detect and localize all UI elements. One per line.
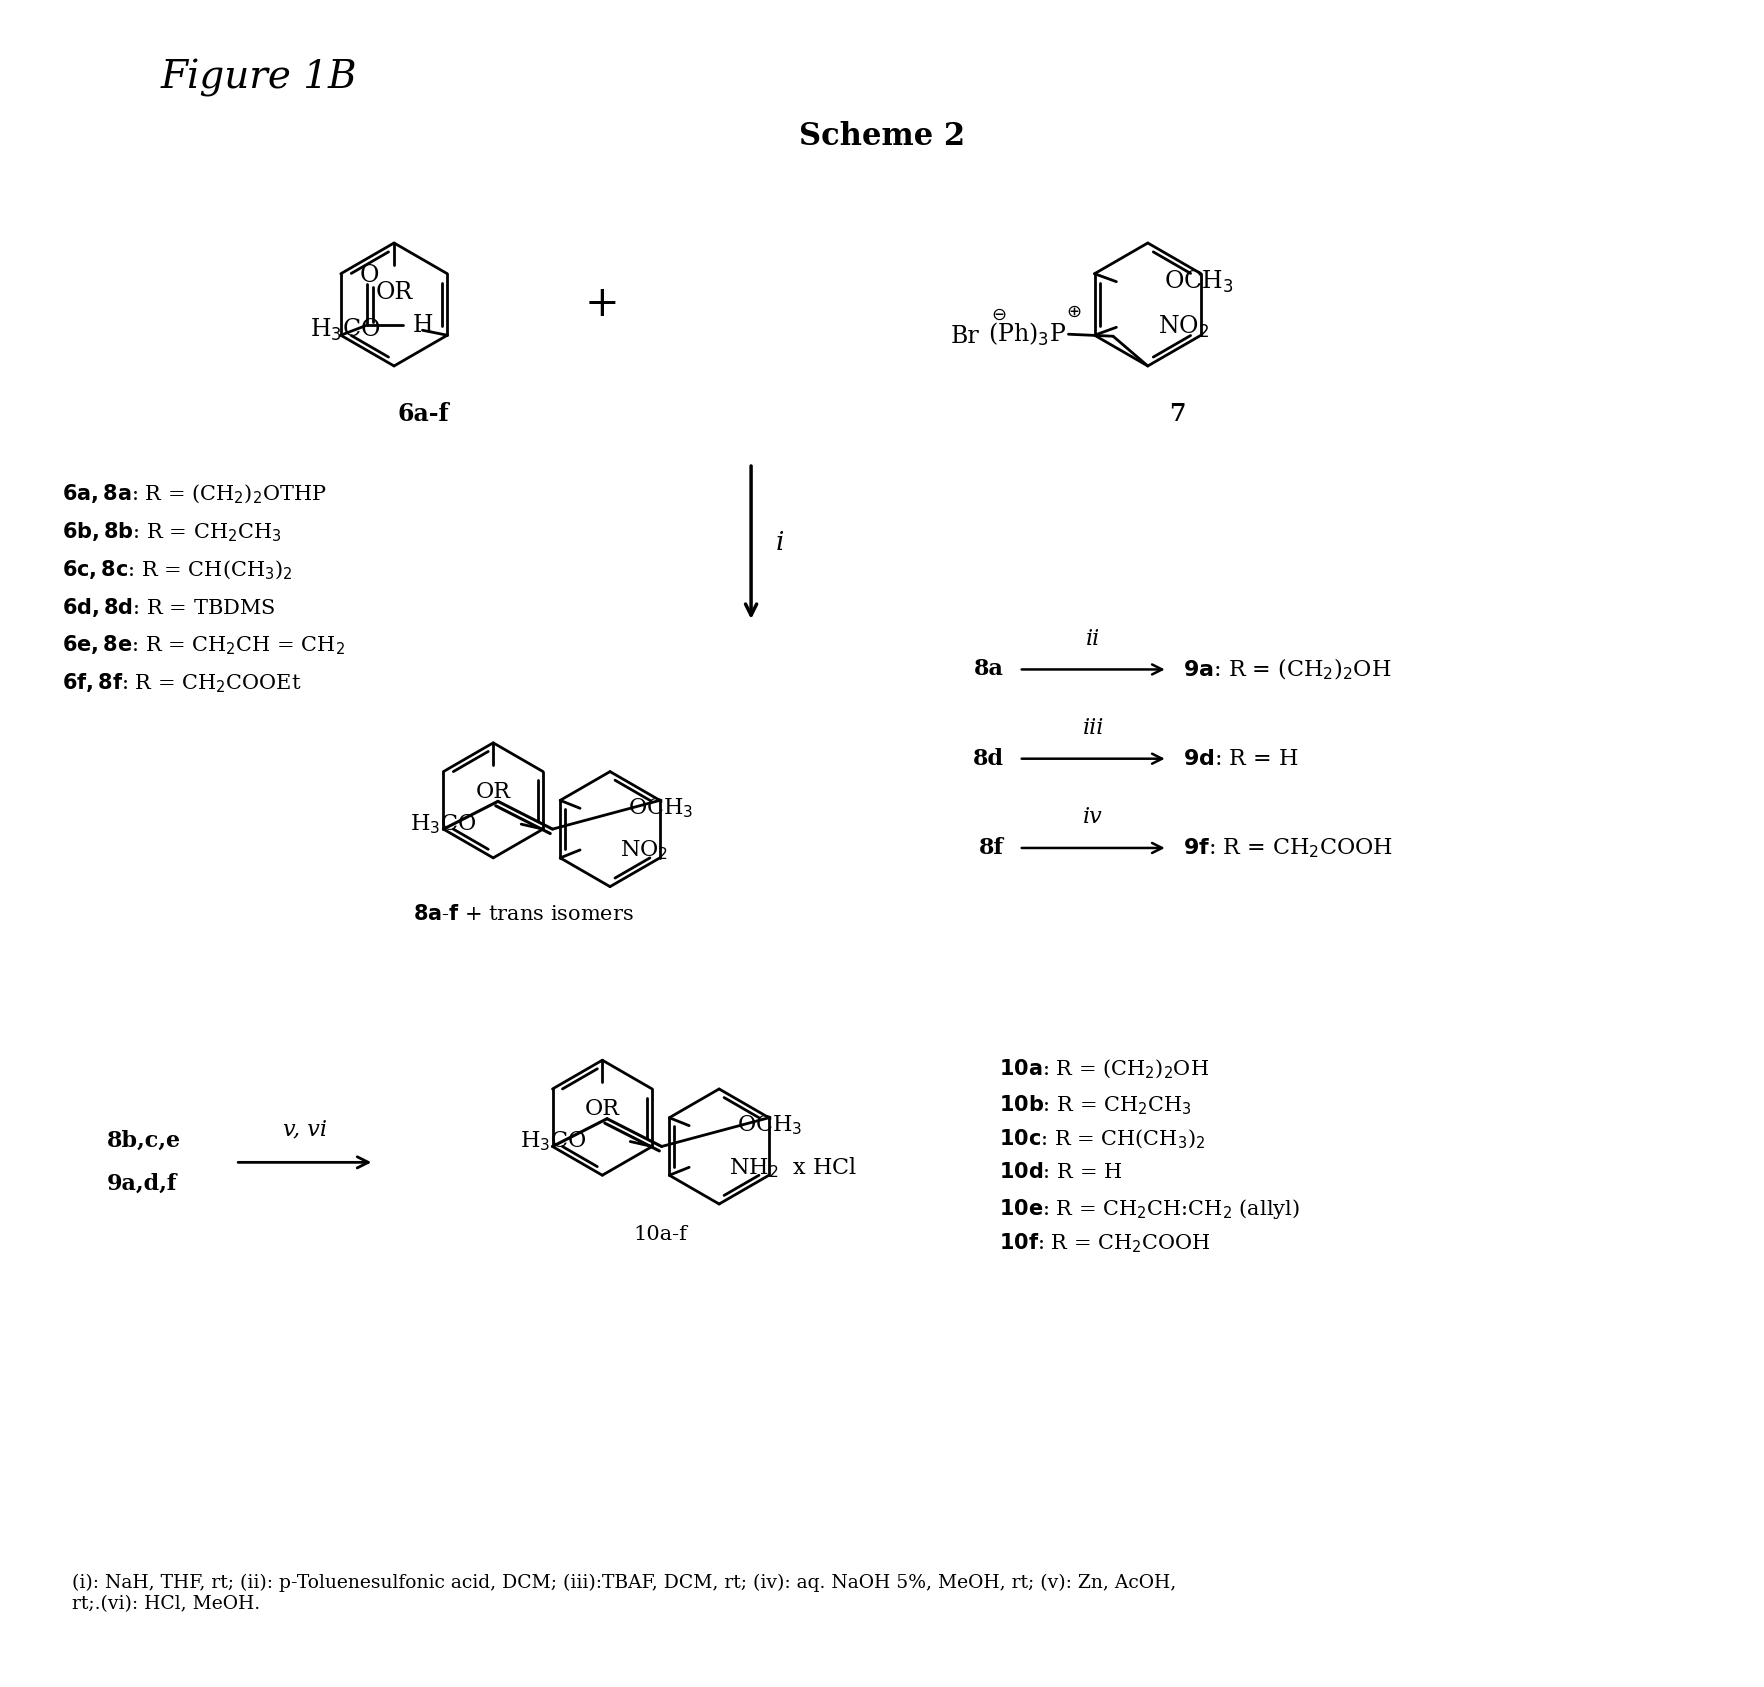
Text: H$_3$CO: H$_3$CO (520, 1130, 586, 1154)
Text: $\mathbf{9f}$: R = CH$_2$COOH: $\mathbf{9f}$: R = CH$_2$COOH (1182, 837, 1394, 860)
Text: $\mathbf{6b,8b}$: R = CH$_2$CH$_3$: $\mathbf{6b,8b}$: R = CH$_2$CH$_3$ (62, 521, 282, 545)
Text: (Ph)$_3$P: (Ph)$_3$P (988, 321, 1067, 348)
Text: $\mathbf{9a}$: R = (CH$_2$)$_2$OH: $\mathbf{9a}$: R = (CH$_2$)$_2$OH (1182, 656, 1390, 682)
Text: 8d: 8d (974, 747, 1004, 769)
Text: Scheme 2: Scheme 2 (799, 121, 965, 152)
Text: $\mathbf{6c,8c}$: R = CH(CH$_3$)$_2$: $\mathbf{6c,8c}$: R = CH(CH$_3$)$_2$ (62, 558, 293, 582)
Text: 7: 7 (1170, 402, 1185, 425)
Text: v, vi: v, vi (282, 1118, 326, 1140)
Text: 9a,d,f: 9a,d,f (106, 1172, 176, 1194)
Text: 8b,c,e: 8b,c,e (106, 1130, 180, 1152)
Text: iii: iii (1083, 717, 1104, 739)
Text: (i): NaH, THF, rt; (ii): p-Toluenesulfonic acid, DCM; (iii):TBAF, DCM, rt; (iv):: (i): NaH, THF, rt; (ii): p-Toluenesulfon… (72, 1574, 1177, 1613)
Text: $\mathbf{6f,8f}$: R = CH$_2$COOEt: $\mathbf{6f,8f}$: R = CH$_2$COOEt (62, 671, 302, 695)
Text: $\mathbf{8a}$-$\mathbf{f}$ + trans isomers: $\mathbf{8a}$-$\mathbf{f}$ + trans isome… (413, 904, 633, 924)
Text: OCH$_3$: OCH$_3$ (737, 1113, 803, 1137)
Text: $\mathbf{6d,8d}$: R = TBDMS: $\mathbf{6d,8d}$: R = TBDMS (62, 596, 275, 619)
Text: OR: OR (476, 781, 512, 803)
Text: iv: iv (1083, 806, 1102, 828)
Text: NO$_2$: NO$_2$ (1157, 314, 1208, 341)
Text: NH$_2$  x HCl: NH$_2$ x HCl (729, 1156, 857, 1179)
Text: H$_3$CO: H$_3$CO (411, 813, 476, 837)
Text: $\mathbf{9d}$: R = H: $\mathbf{9d}$: R = H (1182, 747, 1298, 769)
Text: NO$_2$: NO$_2$ (619, 838, 669, 862)
Text: $\mathbf{10f}$: R = CH$_2$COOH: $\mathbf{10f}$: R = CH$_2$COOH (998, 1232, 1210, 1255)
Text: i: i (776, 530, 785, 555)
Text: O: O (360, 265, 379, 287)
Text: $\mathbf{10c}$: R = CH(CH$_3$)$_2$: $\mathbf{10c}$: R = CH(CH$_3$)$_2$ (998, 1127, 1205, 1151)
Text: Figure 1B: Figure 1B (161, 59, 358, 96)
Text: OR: OR (376, 280, 413, 304)
Text: $\ominus$: $\ominus$ (991, 305, 1007, 324)
Text: 8a: 8a (974, 658, 1004, 680)
Text: OCH$_3$: OCH$_3$ (628, 796, 693, 820)
Text: +: + (586, 283, 619, 326)
Text: $\mathbf{6e,8e}$: R = CH$_2$CH = CH$_2$: $\mathbf{6e,8e}$: R = CH$_2$CH = CH$_2$ (62, 634, 344, 658)
Text: 10a-f: 10a-f (633, 1225, 688, 1243)
Text: $\mathbf{10e}$: R = CH$_2$CH:CH$_2$ (allyl): $\mathbf{10e}$: R = CH$_2$CH:CH$_2$ (all… (998, 1198, 1300, 1221)
Text: H$_3$CO: H$_3$CO (310, 317, 379, 344)
Text: $\mathbf{10d}$: R = H: $\mathbf{10d}$: R = H (998, 1162, 1122, 1183)
Text: H: H (413, 314, 434, 337)
Text: $\mathbf{6a,8a}$: R = (CH$_2$)$_2$OTHP: $\mathbf{6a,8a}$: R = (CH$_2$)$_2$OTHP (62, 482, 326, 506)
Text: $\mathbf{10b}$: R = CH$_2$CH$_3$: $\mathbf{10b}$: R = CH$_2$CH$_3$ (998, 1093, 1192, 1117)
Text: $\oplus$: $\oplus$ (1065, 302, 1081, 321)
Text: $\mathbf{10a}$: R = (CH$_2$)$_2$OH: $\mathbf{10a}$: R = (CH$_2$)$_2$OH (998, 1058, 1208, 1081)
Text: 8f: 8f (979, 837, 1004, 859)
Text: OR: OR (586, 1098, 619, 1120)
Text: ii: ii (1087, 628, 1101, 649)
Text: 6a-f: 6a-f (399, 402, 450, 425)
Text: OCH$_3$: OCH$_3$ (1164, 268, 1233, 295)
Text: Br: Br (951, 324, 979, 348)
